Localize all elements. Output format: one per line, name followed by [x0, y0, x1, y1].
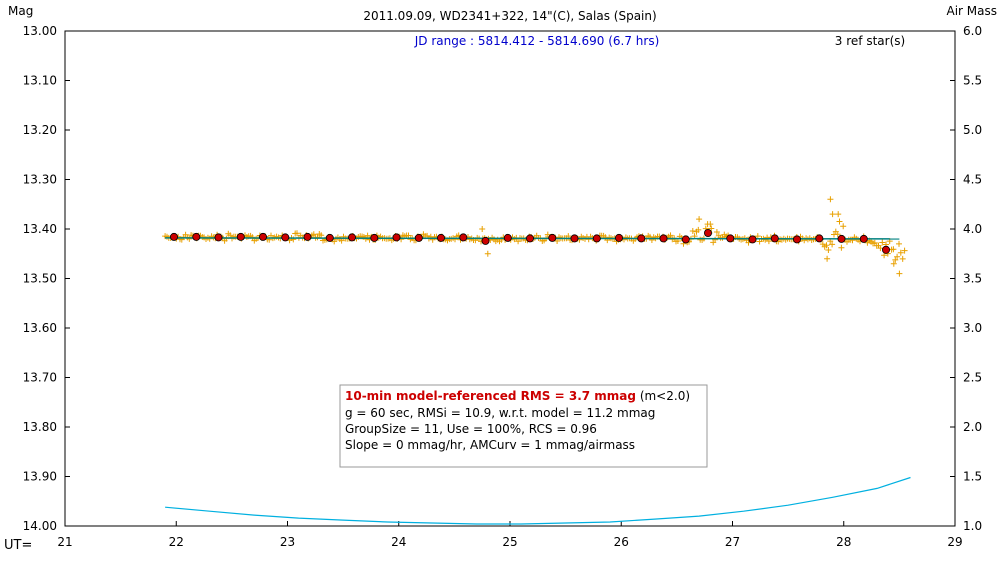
y2-tick-label: 1.0 [963, 519, 982, 533]
stats-box-border [339, 384, 708, 468]
y2-tick-label: 1.5 [963, 470, 982, 484]
airmass-curve [165, 476, 911, 525]
airmass-line [165, 476, 911, 525]
y2-axis-label: Air Mass [946, 4, 997, 18]
group-average-point [169, 232, 178, 241]
stats-box: 10-min model-referenced RMS = 3.7 mmag (… [339, 384, 708, 468]
y-tick-label: 13.30 [23, 173, 57, 187]
group-average-point [503, 233, 512, 242]
x-tick-label: 22 [169, 535, 184, 549]
y2-tick-label: 3.0 [963, 321, 982, 335]
jd-range-label: JD range : 5814.412 - 5814.690 (6.7 hrs) [414, 34, 660, 48]
x-tick-label: 23 [280, 535, 295, 549]
group-average-point [815, 234, 824, 243]
y-tick-label: 13.20 [23, 123, 57, 137]
group-average-point [392, 233, 401, 242]
group-average-point [770, 234, 779, 243]
y-tick-label: 13.00 [23, 24, 57, 38]
group-average-point [681, 235, 690, 244]
axis-ticks: 21 22 23 24 25 26 27 28 29 13.00 13.10 13.20 13.30 13… [23, 24, 982, 549]
group-averages [169, 228, 891, 254]
y-tick-label: 13.50 [23, 272, 57, 286]
y2-tick-label: 4.0 [963, 222, 982, 236]
stats-line-4: Slope = 0 mmag/hr, AMCurv = 1 mmag/airma… [345, 438, 635, 452]
y2-tick-label: 2.0 [963, 420, 982, 434]
group-average-point [548, 233, 557, 242]
group-average-point [281, 233, 290, 242]
y-tick-label: 13.60 [23, 321, 57, 335]
x-tick-label: 28 [836, 535, 851, 549]
group-average-point [726, 234, 735, 243]
y-tick-label: 13.70 [23, 371, 57, 385]
group-average-point [637, 234, 646, 243]
group-average-point [793, 235, 802, 244]
group-average-point [303, 232, 312, 241]
y2-tick-label: 2.5 [963, 371, 982, 385]
x-tick-label: 21 [57, 535, 72, 549]
group-average-point [236, 232, 245, 241]
group-average-point [258, 232, 267, 241]
group-average-point [837, 234, 846, 243]
group-average-point [526, 234, 535, 243]
group-average-point [192, 232, 201, 241]
stats-line-3: GroupSize = 11, Use = 100%, RCS = 0.96 [345, 422, 597, 436]
x-tick-label: 26 [614, 535, 629, 549]
group-average-point [659, 234, 668, 243]
y-axis-label: Mag [8, 4, 33, 18]
group-average-point [214, 233, 223, 242]
chart-title: 2011.09.09, WD2341+322, 14"(C), Salas (S… [363, 9, 656, 23]
group-average-point [882, 245, 891, 254]
group-average-point [459, 233, 468, 242]
group-average-point [704, 228, 713, 237]
x-tick-label: 29 [947, 535, 962, 549]
y2-tick-label: 5.5 [963, 74, 982, 88]
group-average-point [592, 234, 601, 243]
group-average-point [370, 233, 379, 242]
group-average-point [859, 234, 868, 243]
group-average-point [570, 234, 579, 243]
group-average-point [347, 233, 356, 242]
group-average-point [436, 233, 445, 242]
group-average-point [748, 235, 757, 244]
x-axis-label: UT= [4, 538, 32, 553]
y-tick-label: 13.10 [23, 74, 57, 88]
ref-stars-label: 3 ref star(s) [835, 34, 905, 48]
stats-rms-suffix: (m<2.0) [636, 389, 690, 403]
group-average-point [481, 236, 490, 245]
stats-line-2: g = 60 sec, RMSi = 10.9, w.r.t. model = … [345, 406, 655, 420]
y2-tick-label: 5.0 [963, 123, 982, 137]
y2-tick-label: 3.5 [963, 272, 982, 286]
stats-rms-line: 10-min model-referenced RMS = 3.7 mmag (… [345, 389, 690, 403]
x-tick-label: 25 [502, 535, 517, 549]
y-tick-label: 13.40 [23, 222, 57, 236]
stats-rms-value: 10-min model-referenced RMS = 3.7 mmag [345, 389, 636, 403]
y-tick-label: 14.00 [23, 519, 57, 533]
group-average-point [325, 233, 334, 242]
y-tick-label: 13.80 [23, 420, 57, 434]
y2-tick-label: 4.5 [963, 173, 982, 187]
x-tick-label: 27 [725, 535, 740, 549]
y2-tick-label: 6.0 [963, 24, 982, 38]
y-tick-label: 13.90 [23, 470, 57, 484]
x-tick-label: 24 [391, 535, 406, 549]
group-average-point [414, 233, 423, 242]
group-average-point [615, 233, 624, 242]
